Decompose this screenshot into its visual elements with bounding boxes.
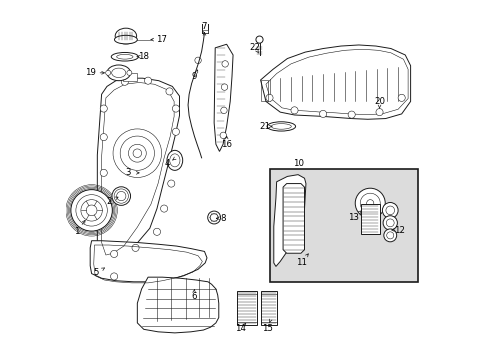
Circle shape	[366, 200, 373, 207]
Text: 19: 19	[85, 68, 96, 77]
Circle shape	[397, 94, 405, 102]
Polygon shape	[90, 241, 206, 282]
Text: 18: 18	[138, 52, 149, 61]
Circle shape	[144, 77, 151, 84]
Polygon shape	[283, 184, 304, 253]
Text: 1: 1	[74, 227, 79, 236]
Circle shape	[100, 105, 107, 112]
Circle shape	[375, 109, 382, 116]
Circle shape	[265, 94, 272, 102]
Circle shape	[382, 216, 397, 230]
Ellipse shape	[266, 122, 295, 131]
Circle shape	[172, 128, 179, 135]
Circle shape	[165, 88, 173, 95]
Text: 13: 13	[347, 213, 358, 222]
Circle shape	[110, 250, 118, 257]
Circle shape	[167, 180, 175, 187]
Text: 20: 20	[373, 97, 384, 106]
Ellipse shape	[114, 35, 137, 44]
Text: 12: 12	[394, 225, 405, 234]
Circle shape	[100, 134, 107, 141]
Bar	[360, 204, 379, 234]
Text: 10: 10	[292, 159, 303, 168]
Circle shape	[160, 205, 167, 212]
Circle shape	[222, 61, 228, 67]
Polygon shape	[123, 73, 137, 81]
Circle shape	[221, 84, 227, 90]
Circle shape	[319, 111, 326, 117]
Polygon shape	[260, 45, 410, 119]
Text: 5: 5	[93, 268, 99, 277]
Circle shape	[347, 111, 354, 118]
Circle shape	[220, 132, 226, 139]
Circle shape	[383, 229, 396, 242]
Bar	[203, 30, 207, 33]
Polygon shape	[137, 277, 218, 333]
Circle shape	[100, 169, 107, 176]
Polygon shape	[260, 291, 277, 325]
Circle shape	[132, 244, 139, 251]
Circle shape	[126, 70, 132, 75]
Text: 16: 16	[221, 140, 232, 149]
Polygon shape	[97, 78, 179, 258]
Text: 9: 9	[191, 72, 197, 81]
Ellipse shape	[166, 150, 183, 170]
Circle shape	[110, 273, 118, 280]
Text: 4: 4	[164, 159, 170, 168]
Text: 11: 11	[296, 258, 306, 267]
Circle shape	[128, 144, 146, 162]
Ellipse shape	[107, 65, 130, 81]
Ellipse shape	[111, 53, 138, 61]
Circle shape	[112, 187, 130, 205]
Circle shape	[105, 70, 110, 75]
Ellipse shape	[207, 211, 220, 224]
Ellipse shape	[115, 28, 136, 44]
Text: 7: 7	[202, 22, 207, 31]
Polygon shape	[273, 175, 305, 266]
Circle shape	[382, 203, 397, 218]
Circle shape	[290, 107, 298, 114]
Text: 21: 21	[259, 122, 270, 131]
Text: 15: 15	[262, 324, 273, 333]
Circle shape	[220, 107, 227, 113]
Circle shape	[71, 190, 112, 231]
Text: 17: 17	[156, 35, 167, 44]
Circle shape	[153, 228, 160, 235]
Text: 3: 3	[125, 168, 131, 177]
Circle shape	[172, 105, 179, 112]
Circle shape	[255, 36, 263, 43]
Circle shape	[354, 188, 385, 218]
Text: 14: 14	[235, 324, 246, 333]
Polygon shape	[214, 44, 233, 152]
Circle shape	[121, 78, 128, 85]
Polygon shape	[236, 291, 256, 325]
Text: 2: 2	[106, 197, 111, 206]
Text: 6: 6	[191, 292, 196, 301]
Text: 22: 22	[249, 43, 260, 52]
Text: 8: 8	[220, 214, 225, 223]
Bar	[269, 169, 417, 282]
